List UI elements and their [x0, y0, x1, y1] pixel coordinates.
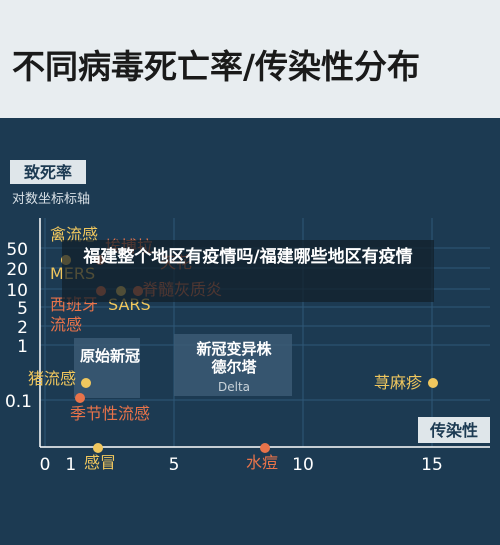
y-tick-label: 2: [17, 318, 28, 338]
delta-box: [174, 334, 292, 396]
point-label: 猪流感: [28, 369, 76, 388]
y-axis-label: 致死率: [24, 163, 72, 182]
y-tick-label: 5: [17, 299, 28, 319]
chart-title: 不同病毒死亡率/传染性分布: [12, 47, 421, 86]
y-tick-label: 0.1: [5, 392, 32, 412]
data-point: [81, 378, 91, 388]
data-point: [260, 443, 270, 453]
xlabel-box: [418, 417, 490, 443]
point-label: 流感: [50, 315, 82, 334]
data-point: [75, 393, 85, 403]
overlay-text: 福建整个地区有疫情吗/福建哪些地区有疫情: [83, 247, 413, 267]
y-axis-sublabel: 对数坐标标轴: [12, 192, 90, 207]
plot-area: [0, 118, 500, 545]
delta-sublabel: Delta: [218, 380, 250, 394]
x-tick-label: 10: [292, 455, 314, 475]
title-band: [0, 0, 500, 118]
y-tick-label: 10: [6, 281, 28, 301]
delta-label-line: 新冠变异株: [196, 340, 272, 358]
data-point: [428, 378, 438, 388]
ylabel-box: [10, 160, 86, 184]
overlay-banner: [62, 240, 434, 302]
x-axis-label: 传染性: [429, 421, 478, 440]
point-label: 季节性流感: [70, 404, 150, 423]
delta-label-line: 德尔塔: [211, 358, 257, 376]
data-point: [93, 443, 103, 453]
x-tick-label: 5: [169, 455, 180, 475]
original-covid-label: 原始新冠: [80, 347, 140, 365]
y-tick-label: 20: [6, 260, 28, 280]
x-tick-label: 15: [421, 455, 443, 475]
y-tick-label: 1: [17, 337, 28, 357]
point-label: 水痘: [246, 453, 278, 472]
original-covid-box: [74, 338, 140, 398]
x-tick-label: 0: [40, 455, 51, 475]
x-tick-label: 1: [65, 455, 76, 475]
point-label: 禽流感: [50, 225, 98, 244]
point-label: 感冒: [84, 453, 116, 472]
point-label: 荨麻疹: [374, 373, 422, 392]
y-tick-label: 50: [6, 240, 28, 260]
